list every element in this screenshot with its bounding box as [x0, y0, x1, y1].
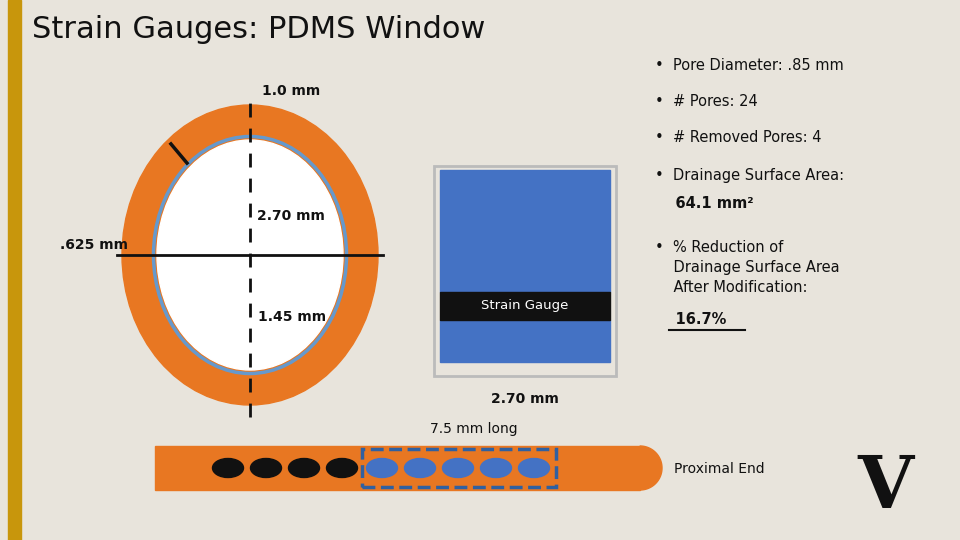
- Bar: [434, 166, 616, 376]
- Ellipse shape: [518, 458, 549, 477]
- Ellipse shape: [326, 458, 357, 477]
- Ellipse shape: [157, 140, 343, 370]
- Ellipse shape: [367, 458, 397, 477]
- Bar: [155, 446, 640, 490]
- Text: •  # Removed Pores: 4: • # Removed Pores: 4: [655, 130, 822, 145]
- Ellipse shape: [443, 458, 473, 477]
- Ellipse shape: [404, 458, 436, 477]
- Ellipse shape: [289, 458, 320, 477]
- Ellipse shape: [251, 458, 281, 477]
- Text: .625 mm: .625 mm: [60, 238, 128, 252]
- Ellipse shape: [481, 458, 512, 477]
- Text: Strain Gauges: PDMS Window: Strain Gauges: PDMS Window: [32, 15, 486, 44]
- Polygon shape: [640, 446, 662, 490]
- Ellipse shape: [122, 105, 378, 405]
- Text: 1.45 mm: 1.45 mm: [258, 310, 326, 324]
- Text: 2.70 mm: 2.70 mm: [492, 392, 559, 406]
- Text: •  Drainage Surface Area:: • Drainage Surface Area:: [655, 168, 844, 183]
- Text: V: V: [857, 453, 913, 523]
- Text: •  Pore Diameter: .85 mm: • Pore Diameter: .85 mm: [655, 58, 844, 73]
- Text: Proximal End: Proximal End: [674, 462, 764, 476]
- Bar: [440, 320, 610, 362]
- Text: 16.7%: 16.7%: [655, 312, 727, 327]
- Text: 7.5 mm long: 7.5 mm long: [430, 422, 517, 436]
- Bar: [440, 170, 610, 292]
- Bar: [8, 0, 21, 540]
- Text: Strain Gauge: Strain Gauge: [481, 299, 568, 312]
- Text: 1.0 mm: 1.0 mm: [262, 84, 321, 98]
- Bar: [362, 449, 556, 487]
- Bar: [440, 292, 610, 320]
- Text: •  % Reduction of
    Drainage Surface Area
    After Modification:: • % Reduction of Drainage Surface Area A…: [655, 240, 840, 295]
- Text: 64.1 mm²: 64.1 mm²: [655, 196, 754, 211]
- Ellipse shape: [212, 458, 244, 477]
- Text: •  # Pores: 24: • # Pores: 24: [655, 94, 757, 109]
- Text: 2.70 mm: 2.70 mm: [257, 209, 324, 223]
